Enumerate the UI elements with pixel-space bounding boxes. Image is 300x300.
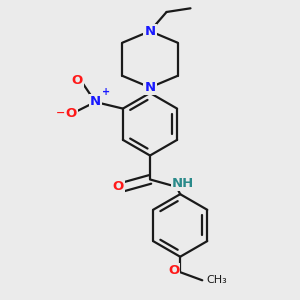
Text: NH: NH <box>172 177 194 190</box>
Text: O: O <box>71 74 82 88</box>
Text: O: O <box>66 106 77 119</box>
Text: N: N <box>144 25 156 38</box>
Text: O: O <box>112 180 124 193</box>
Text: O: O <box>168 264 179 277</box>
Text: N: N <box>90 95 101 109</box>
Text: N: N <box>144 81 156 94</box>
Text: +: + <box>101 87 110 97</box>
Text: −: − <box>56 108 65 118</box>
Text: CH₃: CH₃ <box>207 275 227 285</box>
